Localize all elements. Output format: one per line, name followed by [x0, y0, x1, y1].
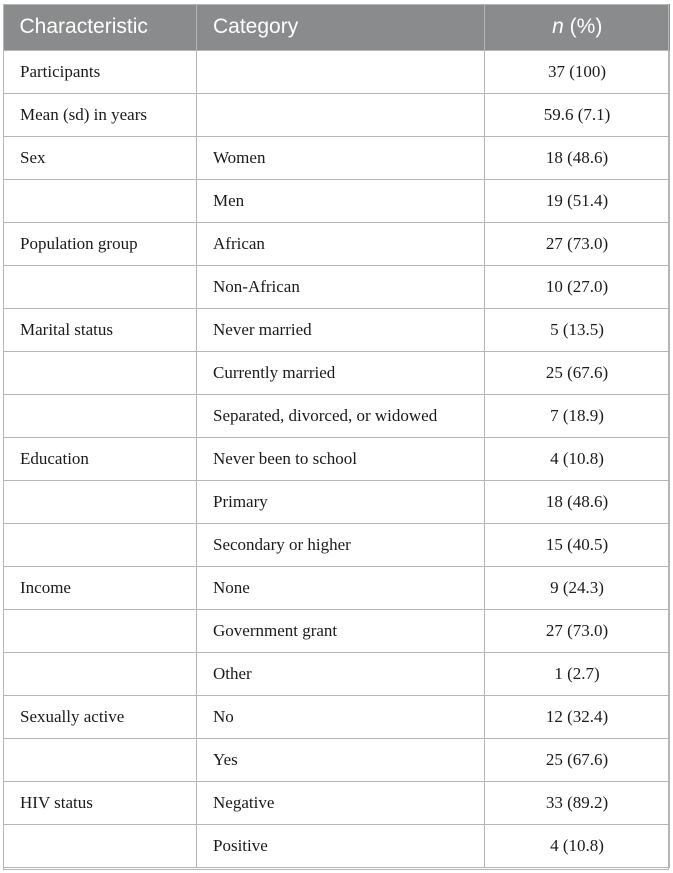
cell-characteristic: Education — [3, 436, 197, 481]
cell-characteristic — [3, 393, 197, 438]
cell-n-percent: 18 (48.6) — [484, 135, 670, 180]
table-row: Men 19 (51.4) — [3, 178, 670, 223]
cell-category: Non-African — [196, 264, 485, 309]
cell-characteristic — [3, 178, 197, 223]
cell-category: Yes — [196, 737, 485, 782]
table-row: Sexually active No 12 (32.4) — [3, 694, 670, 739]
header-n-percent: n (%) — [484, 4, 670, 50]
cell-characteristic — [3, 479, 197, 524]
cell-characteristic: Income — [3, 565, 197, 610]
cell-characteristic — [3, 737, 197, 782]
table-row: Currently married 25 (67.6) — [3, 350, 670, 395]
header-n-symbol: n — [552, 14, 564, 38]
cell-characteristic — [3, 522, 197, 567]
cell-n-percent: 59.6 (7.1) — [484, 92, 670, 137]
cell-characteristic: Marital status — [3, 307, 197, 352]
cell-characteristic: Sexually active — [3, 694, 197, 739]
cell-characteristic — [3, 350, 197, 395]
cell-n-percent: 10 (27.0) — [484, 264, 670, 309]
cell-n-percent: 27 (73.0) — [484, 608, 670, 653]
cell-characteristic: Population group — [3, 221, 197, 266]
header-category: Category — [196, 4, 485, 50]
cell-category: Government grant — [196, 608, 485, 653]
cell-category: African — [196, 221, 485, 266]
cell-n-percent: 33 (89.2) — [484, 780, 670, 825]
cell-category: Secondary or higher — [196, 522, 485, 567]
cell-n-percent: 15 (40.5) — [484, 522, 670, 567]
cell-category — [196, 49, 485, 94]
table-row: Positive 4 (10.8) — [3, 823, 670, 868]
table-row: Yes 25 (67.6) — [3, 737, 670, 782]
table-row: Sex Women 18 (48.6) — [3, 135, 670, 180]
cell-n-percent: 19 (51.4) — [484, 178, 670, 223]
table-row: Population group African 27 (73.0) — [3, 221, 670, 266]
cell-category: Negative — [196, 780, 485, 825]
cell-category: Never been to school — [196, 436, 485, 481]
cell-n-percent: 25 (67.6) — [484, 350, 670, 395]
header-characteristic: Characteristic — [3, 4, 197, 50]
table-row: Marital status Never married 5 (13.5) — [3, 307, 670, 352]
cell-category: No — [196, 694, 485, 739]
cell-characteristic: Participants — [3, 49, 197, 94]
cell-category — [196, 92, 485, 137]
cell-category: Other — [196, 651, 485, 696]
cell-characteristic: HIV status — [3, 780, 197, 825]
table-row: Government grant 27 (73.0) — [3, 608, 670, 653]
cell-category: Positive — [196, 823, 485, 868]
table-row: Non-African 10 (27.0) — [3, 264, 670, 309]
cell-category: Men — [196, 178, 485, 223]
table-row: HIV status Negative 33 (89.2) — [3, 780, 670, 825]
cell-n-percent: 18 (48.6) — [484, 479, 670, 524]
table-row: Income None 9 (24.3) — [3, 565, 670, 610]
table-body: Participants 37 (100) Mean (sd) in years 59… — [3, 49, 670, 868]
cell-n-percent: 37 (100) — [484, 49, 670, 94]
cell-characteristic — [3, 608, 197, 653]
cell-category: Never married — [196, 307, 485, 352]
cell-n-percent: 7 (18.9) — [484, 393, 670, 438]
table-row: Mean (sd) in years 59.6 (7.1) — [3, 92, 670, 137]
cell-n-percent: 5 (13.5) — [484, 307, 670, 352]
cell-characteristic: Sex — [3, 135, 197, 180]
cell-category: Currently married — [196, 350, 485, 395]
cell-n-percent: 1 (2.7) — [484, 651, 670, 696]
cell-n-percent: 27 (73.0) — [484, 221, 670, 266]
cell-n-percent: 12 (32.4) — [484, 694, 670, 739]
table-row: Education Never been to school 4 (10.8) — [3, 436, 670, 481]
cell-n-percent: 4 (10.8) — [484, 823, 670, 868]
cell-category: Women — [196, 135, 485, 180]
cell-characteristic — [3, 823, 197, 868]
header-percent: (%) — [563, 14, 603, 38]
cell-n-percent: 25 (67.6) — [484, 737, 670, 782]
table-row: Secondary or higher 15 (40.5) — [3, 522, 670, 567]
cell-characteristic — [3, 651, 197, 696]
table-header: Characteristic Category n (%) — [3, 4, 670, 50]
header-row: Characteristic Category n (%) — [3, 4, 670, 50]
cell-n-percent: 9 (24.3) — [484, 565, 670, 610]
cell-category: Separated, divorced, or widowed — [196, 393, 485, 438]
cell-category: None — [196, 565, 485, 610]
cell-characteristic — [3, 264, 197, 309]
cell-n-percent: 4 (10.8) — [484, 436, 670, 481]
table-row: Participants 37 (100) — [3, 49, 670, 94]
table-row: Other 1 (2.7) — [3, 651, 670, 696]
cell-characteristic: Mean (sd) in years — [3, 92, 197, 137]
cell-category: Primary — [196, 479, 485, 524]
characteristics-table: Characteristic Category n (%) Participan… — [3, 4, 670, 868]
table-row: Primary 18 (48.6) — [3, 479, 670, 524]
table-row: Separated, divorced, or widowed 7 (18.9) — [3, 393, 670, 438]
